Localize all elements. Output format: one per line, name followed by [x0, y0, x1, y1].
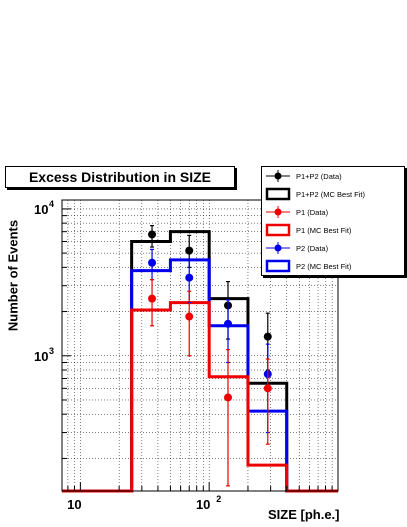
legend: P1+P2 (Data) P1+P2 (MC Best Fit) P1 (Data)…	[261, 166, 405, 276]
legend-entry: P1 (MC Best Fit)	[262, 221, 404, 239]
legend-marker-dot	[274, 172, 282, 180]
legend-entry: P2 (MC Best Fit)	[262, 257, 404, 275]
legend-marker-icon	[262, 167, 296, 185]
plot-frame	[61, 199, 339, 492]
point-p1-p2-data-	[185, 246, 194, 255]
point-p1-data-	[185, 312, 194, 321]
x-tick-label-exponent: 2	[216, 494, 221, 504]
point-p1-data-	[263, 384, 272, 393]
legend-label: P1 (Data)	[296, 207, 329, 217]
point-p1-data-	[148, 294, 157, 303]
histograms	[62, 230, 338, 493]
y-tick-label-exponent: 3	[49, 346, 54, 356]
point-p2-data-	[148, 258, 157, 267]
y-tick-label: 10	[34, 349, 48, 364]
histogram-p2-mc-best-fit-	[62, 258, 338, 493]
legend-entry: P2 (Data)	[262, 239, 404, 257]
legend-marker-dot	[274, 208, 282, 216]
legend-marker-icon	[262, 203, 296, 221]
legend-label: P1 (MC Best Fit)	[296, 225, 352, 235]
legend-marker-icon	[262, 239, 296, 257]
y-axis-label: Number of Events	[5, 219, 21, 332]
legend-label: P1+P2 (Data)	[296, 171, 342, 181]
legend-box-icon	[262, 185, 296, 203]
point-p1-data-	[224, 393, 233, 402]
plot-border	[61, 199, 339, 492]
x-axis-label: SIZE [ph.e.]	[268, 507, 340, 522]
legend-entry: P1+P2 (MC Best Fit)	[262, 185, 404, 203]
y-tick-label: 10	[34, 202, 48, 217]
legend-box-icon	[262, 257, 296, 275]
legend-label: P2 (MC Best Fit)	[296, 261, 352, 271]
data-points	[148, 224, 272, 487]
y-tick-label-exponent: 4	[49, 199, 54, 209]
legend-label: P1+P2 (MC Best Fit)	[296, 189, 365, 199]
legend-box	[265, 187, 291, 201]
legend-label: P2 (Data)	[296, 243, 329, 253]
point-p2-data-	[224, 319, 233, 328]
legend-box-icon	[262, 221, 296, 239]
legend-box	[265, 223, 291, 237]
histogram-p1-mc-best-fit-	[62, 301, 338, 493]
legend-box	[265, 259, 291, 273]
legend-entry: P1 (Data)	[262, 203, 404, 221]
chart-title: Excess Distribution in SIZE	[5, 166, 235, 188]
point-p1-p2-data-	[148, 230, 157, 239]
x-tick-label: 10	[67, 497, 81, 512]
x-tick-label: 10	[196, 497, 210, 512]
legend-entry: P1+P2 (Data)	[262, 167, 404, 185]
legend-marker-dot	[274, 244, 282, 252]
point-p1-p2-data-	[263, 332, 272, 341]
point-p2-data-	[185, 273, 194, 282]
